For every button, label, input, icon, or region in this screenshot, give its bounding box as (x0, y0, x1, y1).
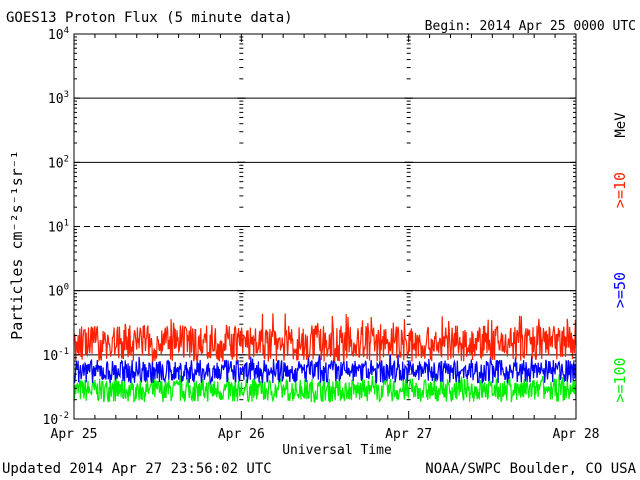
series-layer (73, 313, 577, 404)
series-legend: >=10 >=50 >=100 (611, 172, 629, 403)
y-tick-label: 101 (48, 219, 69, 236)
y-tick-label: 100 (48, 283, 69, 300)
series-line (73, 374, 577, 404)
y-tick-label: 102 (48, 154, 69, 171)
y-tick-label: 103 (48, 90, 69, 107)
x-tick-label: Apr 27 (385, 427, 432, 442)
legend-label: >=100 (611, 357, 629, 402)
credit-text: NOAA/SWPC Boulder, CO USA (425, 461, 636, 477)
y-tick-label: 10-2 (43, 411, 70, 428)
y-tick-label: 10-1 (43, 347, 70, 364)
legend-label: >=10 (611, 172, 629, 208)
chart-title: GOES13 Proton Flux (5 minute data) (6, 10, 293, 26)
x-tick-label: Apr 25 (51, 427, 98, 442)
series-line (73, 354, 577, 386)
updated-time: Updated 2014 Apr 27 23:56:02 UTC (2, 461, 272, 477)
legend-label: >=50 (611, 272, 629, 308)
begin-time: Begin: 2014 Apr 25 0000 UTC (425, 19, 636, 34)
x-tick-labels: Apr 25 Apr 26 Apr 27 Apr 28 (51, 427, 600, 442)
energy-unit-label: MeV (613, 112, 629, 138)
x-tick-label: Apr 26 (218, 427, 265, 442)
x-tick-label: Apr 28 (553, 427, 600, 442)
y-tick-label: 104 (48, 26, 69, 43)
y-axis-label: Particles cm⁻²s⁻¹sr⁻¹ (8, 150, 26, 340)
y-tick-labels: 104 103 102 101 100 10-1 10-2 (43, 26, 70, 428)
x-axis-label: Universal Time (282, 443, 392, 458)
axis-ticks (73, 33, 577, 420)
series-line (73, 313, 577, 364)
